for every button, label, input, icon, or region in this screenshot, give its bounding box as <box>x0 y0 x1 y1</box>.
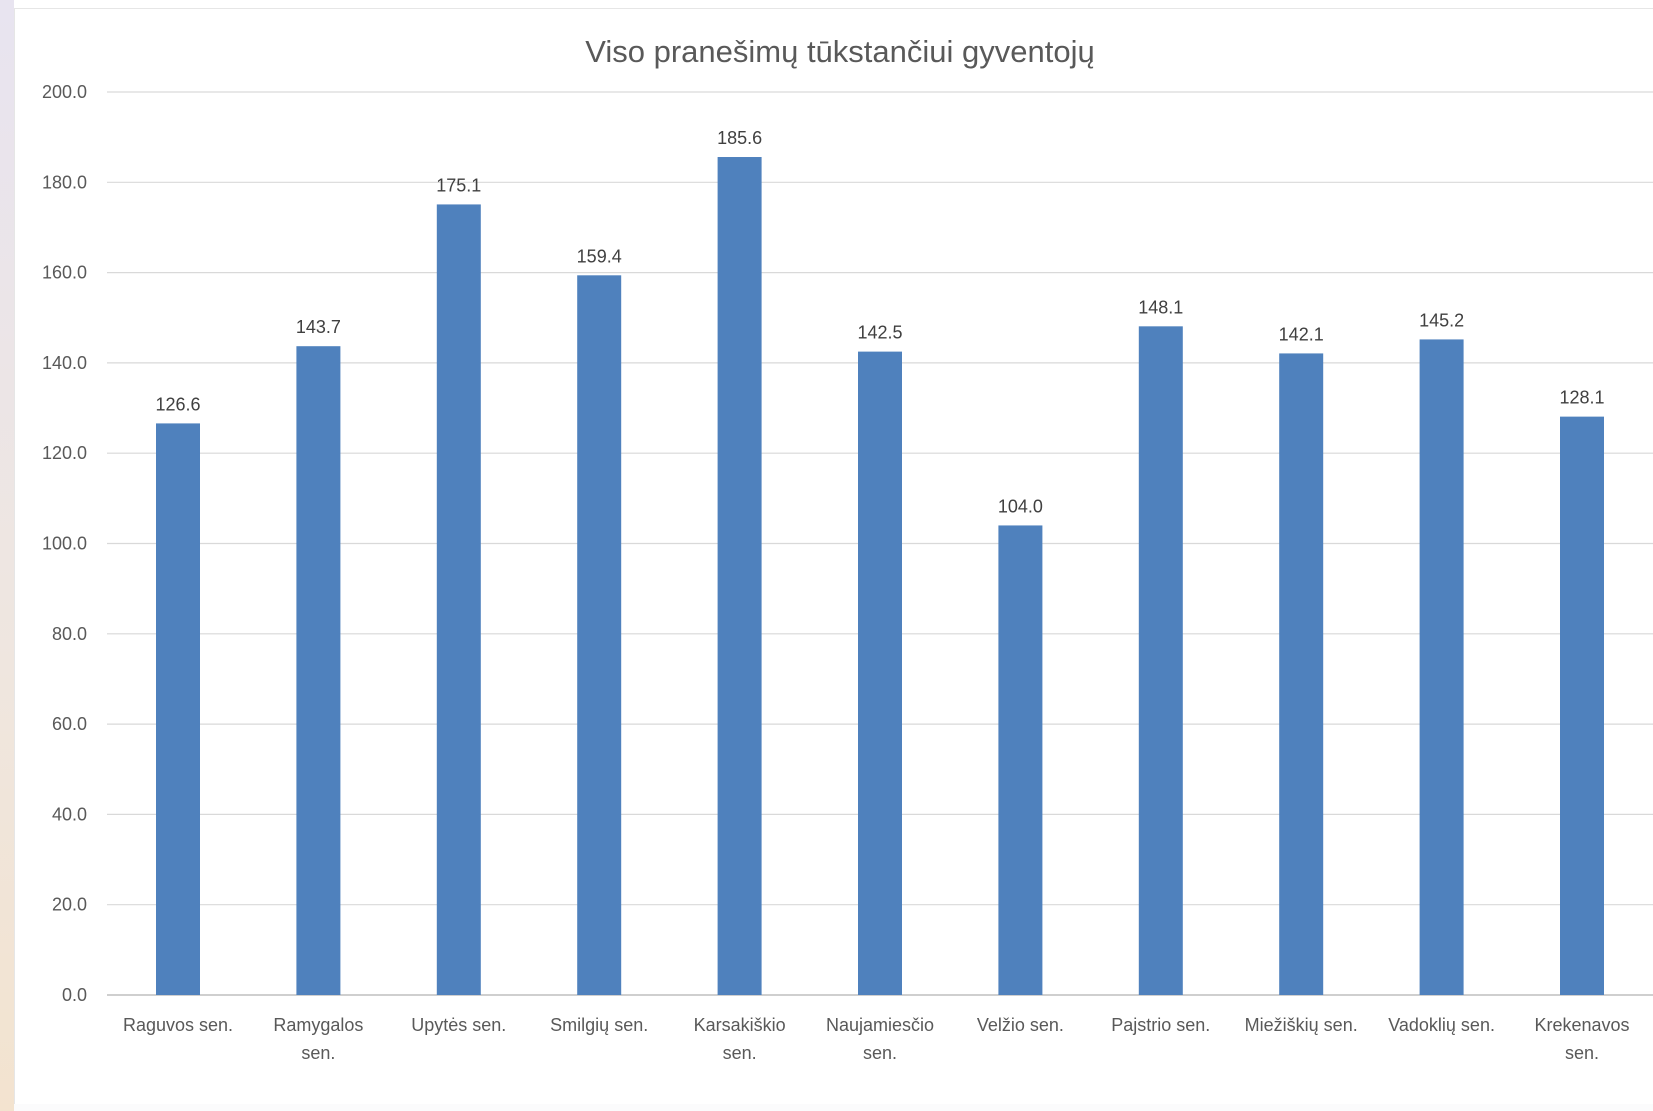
y-tick-label: 140.0 <box>42 353 87 373</box>
bar <box>577 275 622 996</box>
chart-title: Viso pranešimų tūkstančiui gyventojų <box>585 34 1095 69</box>
x-tick-label: Naujamiesčio sen. <box>826 1015 934 1063</box>
data-label: 145.2 <box>1419 310 1464 330</box>
bar <box>296 346 341 996</box>
bar <box>1279 353 1324 996</box>
bars <box>156 157 1604 996</box>
x-tick-label: Miežiškių sen. <box>1245 1015 1358 1035</box>
bar <box>858 351 902 995</box>
bar <box>1419 339 1464 995</box>
bar <box>1560 416 1604 995</box>
data-label: 185.6 <box>717 128 762 148</box>
y-tick-label: 200.0 <box>42 82 87 102</box>
x-tick-label: Raguvos sen. <box>123 1015 233 1035</box>
x-tick-label: Pajstrio sen. <box>1111 1015 1210 1035</box>
x-tick-label: Smilgių sen. <box>550 1015 648 1035</box>
bar <box>998 525 1043 995</box>
bar <box>717 157 762 996</box>
data-label: 142.1 <box>1279 324 1324 344</box>
data-label: 159.4 <box>577 246 622 266</box>
y-tick-label: 180.0 <box>42 172 87 192</box>
bar <box>436 204 481 996</box>
x-tick-label: Upytės sen. <box>411 1015 506 1035</box>
y-tick-label: 40.0 <box>52 804 87 824</box>
y-tick-label: 0.0 <box>62 985 87 1005</box>
chart-area: Viso pranešimų tūkstančiui gyventojų 0.0… <box>14 8 1653 1104</box>
y-tick-label: 80.0 <box>52 624 87 644</box>
x-tick-label: Vadoklių sen. <box>1388 1015 1495 1035</box>
data-label: 142.5 <box>857 323 902 343</box>
data-label: 148.1 <box>1138 297 1183 317</box>
background-strip <box>0 0 14 1111</box>
x-tick-label: Krekenavos sen. <box>1534 1015 1629 1063</box>
y-axis-ticks: 0.0 20.0 40.0 60.0 80.0 100.0 120.0 140.0 160.0 1… <box>42 82 87 1005</box>
bar <box>1138 326 1183 995</box>
data-label: 128.1 <box>1559 388 1604 408</box>
bar-chart: Viso pranešimų tūkstančiui gyventojų 0.0… <box>42 34 1653 1063</box>
x-tick-label: Ramygalos sen. <box>273 1015 363 1063</box>
data-label: 143.7 <box>296 317 341 337</box>
y-tick-label: 60.0 <box>52 714 87 734</box>
y-tick-label: 100.0 <box>42 534 87 554</box>
y-tick-label: 120.0 <box>42 443 87 463</box>
data-labels: 126.6 143.7 175.1 159.4 185.6 142.5 104.0 148.1… <box>155 128 1604 516</box>
x-tick-label: Karsakiškio sen. <box>694 1015 786 1063</box>
y-tick-label: 20.0 <box>52 895 87 915</box>
bar <box>156 423 200 995</box>
y-tick-label: 160.0 <box>42 263 87 283</box>
x-tick-label: Velžio sen. <box>977 1015 1064 1035</box>
data-label: 104.0 <box>998 496 1043 516</box>
data-label: 175.1 <box>436 175 481 195</box>
data-label: 126.6 <box>155 394 200 414</box>
x-axis-ticks: Raguvos sen. Ramygalos sen. Upytės sen. Smil… <box>123 1015 1630 1063</box>
